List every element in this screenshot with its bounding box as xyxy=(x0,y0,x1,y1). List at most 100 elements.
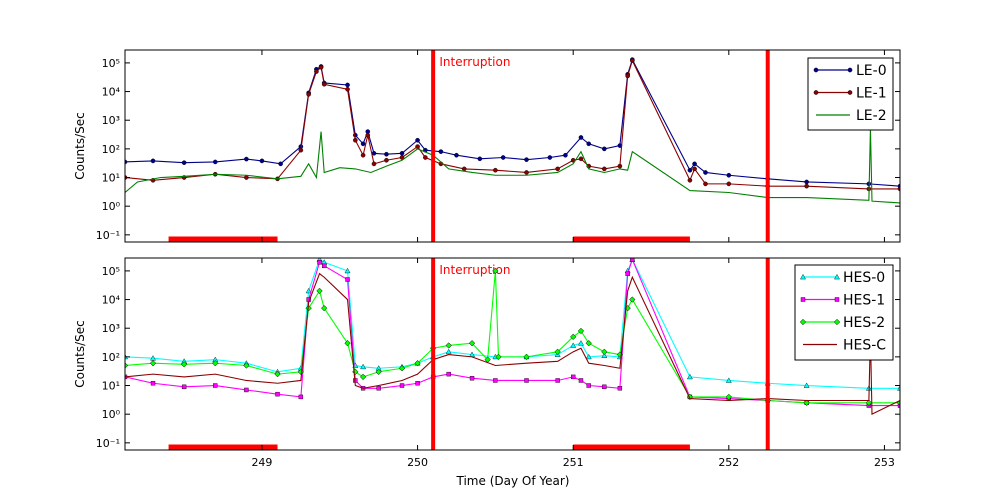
bottom-legend: HES-0 HES-1 HES-2 HES-C xyxy=(795,265,893,360)
top-point-LE-0-12 xyxy=(345,83,349,87)
top-point-LE-0-5 xyxy=(260,159,264,163)
top-point-LE-1-15 xyxy=(372,162,376,166)
bottom-legend-label-HES-2: HES-2 xyxy=(843,315,885,331)
bottom-xtick-label-251: 251 xyxy=(563,456,584,469)
top-ytick-label-4: 10³ xyxy=(102,114,120,127)
top-point-LE-1-22 xyxy=(493,168,497,172)
top-point-LE-1-8 xyxy=(314,69,318,73)
top-ytick-label-1: 10⁰ xyxy=(102,200,121,213)
bottom-ytick-label-1: 10⁰ xyxy=(102,408,121,421)
bottom-point-HES-1-15 xyxy=(416,381,420,385)
bottom-ytick-label-5: 10⁴ xyxy=(102,294,121,307)
top-point-LE-1-18 xyxy=(415,144,419,148)
top-point-LE-1-24 xyxy=(556,167,560,171)
bottom-point-HES-1-22 xyxy=(571,375,575,379)
top-point-LE-1-12 xyxy=(353,138,357,142)
top-point-LE-0-6 xyxy=(279,162,283,166)
top-point-LE-0-19 xyxy=(415,138,419,142)
top-legend-marker-b-LE-1 xyxy=(848,90,852,94)
bottom-point-HES-1-24 xyxy=(587,384,591,388)
bottom-ytick-label-3: 10² xyxy=(102,351,120,364)
top-legend-marker-b-LE-0 xyxy=(848,68,852,72)
top-point-LE-0-17 xyxy=(384,152,388,156)
bottom-point-HES-1-1 xyxy=(151,381,155,385)
top-point-LE-1-37 xyxy=(805,184,809,188)
top-point-LE-0-35 xyxy=(692,162,696,166)
bottom-point-HES-1-4 xyxy=(244,388,248,392)
bottom-point-HES-1-20 xyxy=(525,378,529,382)
x-axis-title: Time (Day Of Year) xyxy=(456,474,570,488)
top-point-LE-1-6 xyxy=(299,148,303,152)
bottom-ytick-label-2: 10¹ xyxy=(102,380,120,393)
bottom-legend-label-HES-0: HES-0 xyxy=(843,270,885,286)
bottom-ytick-label-6: 10⁵ xyxy=(102,265,120,278)
bottom-point-HES-1-26 xyxy=(618,386,622,390)
top-point-LE-0-27 xyxy=(563,153,567,157)
top-point-LE-1-7 xyxy=(307,92,311,96)
bottom-xtick-label-249: 249 xyxy=(251,456,272,469)
top-point-LE-1-9 xyxy=(319,65,323,69)
top-legend-label-LE-0: LE-0 xyxy=(856,63,887,79)
bottom-point-HES-1-2 xyxy=(182,385,186,389)
top-point-LE-1-26 xyxy=(579,157,583,161)
bottom-point-HES-1-13 xyxy=(377,386,381,390)
bottom-point-HES-1-3 xyxy=(213,384,217,388)
top-point-LE-1-10 xyxy=(322,82,326,86)
top-point-LE-1-33 xyxy=(692,167,696,171)
top-legend: LE-0 LE-1 LE-2 xyxy=(808,58,893,130)
top-point-LE-1-14 xyxy=(366,133,370,137)
top-point-LE-0-26 xyxy=(548,155,552,159)
top-ytick-label-6: 10⁵ xyxy=(102,57,120,70)
top-point-LE-1-31 xyxy=(630,59,634,63)
top-point-LE-0-28 xyxy=(579,135,583,139)
bottom-point-HES-1-23 xyxy=(579,378,583,382)
top-ytick-label-3: 10² xyxy=(102,143,120,156)
top-point-LE-0-29 xyxy=(587,142,591,146)
bottom-legend-marker-b-HES-1 xyxy=(835,298,839,302)
bottom-xtick-label-250: 250 xyxy=(407,456,428,469)
top-legend-label-LE-2: LE-2 xyxy=(856,108,887,124)
bottom-point-HES-1-27 xyxy=(626,272,630,276)
top-point-LE-1-4 xyxy=(244,175,248,179)
bottom-legend-marker-a-HES-1 xyxy=(801,298,805,302)
top-point-LE-1-34 xyxy=(703,182,707,186)
bottom-legend-label-HES-C: HES-C xyxy=(843,338,886,354)
top-point-LE-0-24 xyxy=(501,155,505,159)
top-ytick-label-2: 10¹ xyxy=(102,172,120,185)
top-point-LE-0-23 xyxy=(478,157,482,161)
bottom-point-HES-1-6 xyxy=(299,395,303,399)
bottom-point-HES-1-21 xyxy=(556,378,560,382)
top-point-LE-1-11 xyxy=(345,87,349,91)
top-point-LE-1-23 xyxy=(524,170,528,174)
top-point-LE-0-36 xyxy=(703,170,707,174)
top-point-LE-0-34 xyxy=(688,168,692,172)
top-point-LE-1-16 xyxy=(384,158,388,162)
top-point-LE-0-1 xyxy=(151,159,155,163)
bottom-ylabel: Counts/Sec xyxy=(73,320,87,388)
top-point-LE-1-28 xyxy=(602,167,606,171)
top-legend-label-LE-1: LE-1 xyxy=(856,86,887,102)
bottom-point-HES-1-17 xyxy=(447,372,451,376)
bottom-point-HES-1-18 xyxy=(470,376,474,380)
top-point-LE-0-37 xyxy=(727,173,731,177)
top-ylabel: Counts/Sec xyxy=(73,112,87,180)
bottom-point-HES-1-9 xyxy=(322,264,326,268)
top-point-LE-0-3 xyxy=(213,160,217,164)
bottom-point-HES-1-10 xyxy=(346,278,350,282)
top-point-LE-1-13 xyxy=(361,153,365,157)
top-point-LE-0-25 xyxy=(524,158,528,162)
top-point-LE-1-21 xyxy=(462,167,466,171)
top-point-LE-1-19 xyxy=(423,155,427,159)
top-legend-marker-a-LE-0 xyxy=(814,68,818,72)
top-point-LE-0-4 xyxy=(244,157,248,161)
bottom-legend-label-HES-1: HES-1 xyxy=(843,293,885,309)
bottom-ytick-label-4: 10³ xyxy=(102,322,120,335)
top-point-LE-0-2 xyxy=(182,161,186,165)
bottom-xtick-label-252: 252 xyxy=(718,456,739,469)
bottom-point-HES-1-14 xyxy=(400,384,404,388)
bottom-ytick-label-0: 10⁻¹ xyxy=(96,437,120,450)
top-point-LE-0-21 xyxy=(439,150,443,154)
top-point-LE-1-35 xyxy=(727,182,731,186)
